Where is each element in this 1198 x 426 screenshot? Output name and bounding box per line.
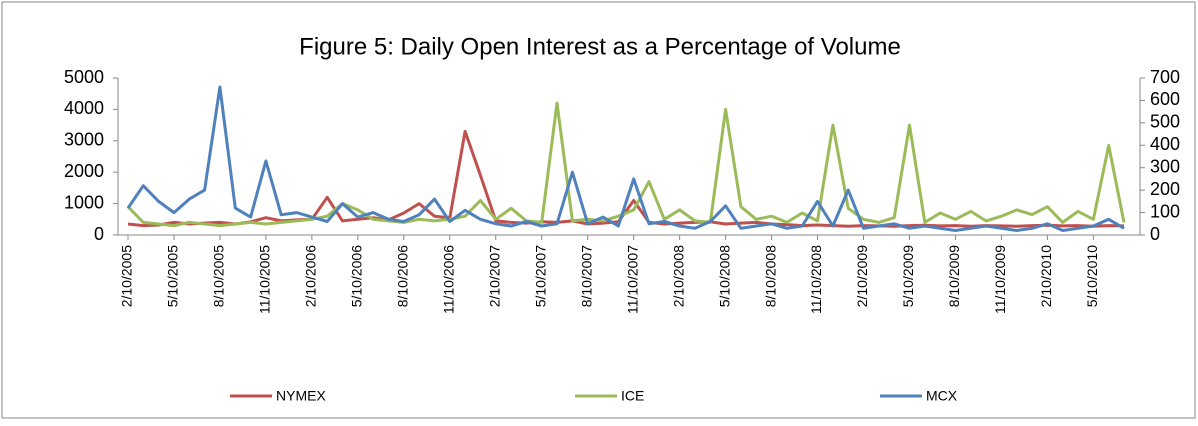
- legend-label: MCX: [926, 388, 958, 404]
- y2-tick-label: 600: [1150, 89, 1180, 109]
- y-tick-label: 0: [94, 224, 104, 244]
- x-tick-label: 2/10/2005: [119, 245, 135, 307]
- y-tick-label: 1000: [64, 192, 104, 212]
- x-tick-label: 2/10/2010: [1038, 245, 1054, 307]
- chart-frame: [1, 1, 1196, 419]
- x-tick-label: 8/10/2008: [762, 245, 778, 307]
- y2-tick-label: 300: [1150, 156, 1180, 176]
- y2-tick-label: 400: [1150, 134, 1180, 154]
- legend-label: NYMEX: [276, 388, 326, 404]
- series-line: [126, 85, 1125, 232]
- x-tick-label: 2/10/2009: [854, 245, 870, 307]
- y-tick-label: 3000: [64, 130, 104, 150]
- legend-label: ICE: [621, 388, 644, 404]
- x-tick-label: 11/10/2009: [992, 245, 1008, 314]
- chart-title: Figure 5: Daily Open Interest as a Perce…: [299, 33, 901, 60]
- x-tick-label: 8/10/2009: [946, 245, 962, 307]
- x-tick-label: 5/10/2008: [716, 245, 732, 307]
- x-tick-label: 8/10/2005: [211, 245, 227, 307]
- y-tick-label: 5000: [64, 67, 104, 87]
- x-tick-label: 5/10/2007: [532, 245, 548, 307]
- x-tick-label: 8/10/2006: [395, 245, 411, 307]
- x-tick-label: 11/10/2005: [257, 245, 273, 314]
- x-tick-label: 8/10/2007: [578, 245, 594, 307]
- y2-tick-label: 700: [1150, 67, 1180, 87]
- x-tick-label: 2/10/2006: [303, 245, 319, 307]
- y2-tick-label: 500: [1150, 112, 1180, 132]
- x-tick-label: 5/10/2009: [900, 245, 916, 307]
- y2-tick-label: 200: [1150, 179, 1180, 199]
- x-tick-label: 5/10/2005: [165, 245, 181, 307]
- y-tick-label: 4000: [64, 98, 104, 118]
- x-tick-label: 2/10/2007: [486, 245, 502, 307]
- y2-tick-label: 100: [1150, 201, 1180, 221]
- x-tick-label: 5/10/2010: [1084, 245, 1100, 307]
- y-tick-label: 2000: [64, 161, 104, 181]
- series-line: [126, 101, 1126, 228]
- x-tick-label: 11/10/2008: [808, 245, 824, 314]
- y2-tick-label: 0: [1150, 224, 1160, 244]
- x-tick-label: 11/10/2006: [440, 245, 456, 314]
- x-tick-label: 5/10/2006: [349, 245, 365, 307]
- x-tick-label: 2/10/2008: [670, 245, 686, 307]
- x-tick-label: 11/10/2007: [624, 245, 640, 314]
